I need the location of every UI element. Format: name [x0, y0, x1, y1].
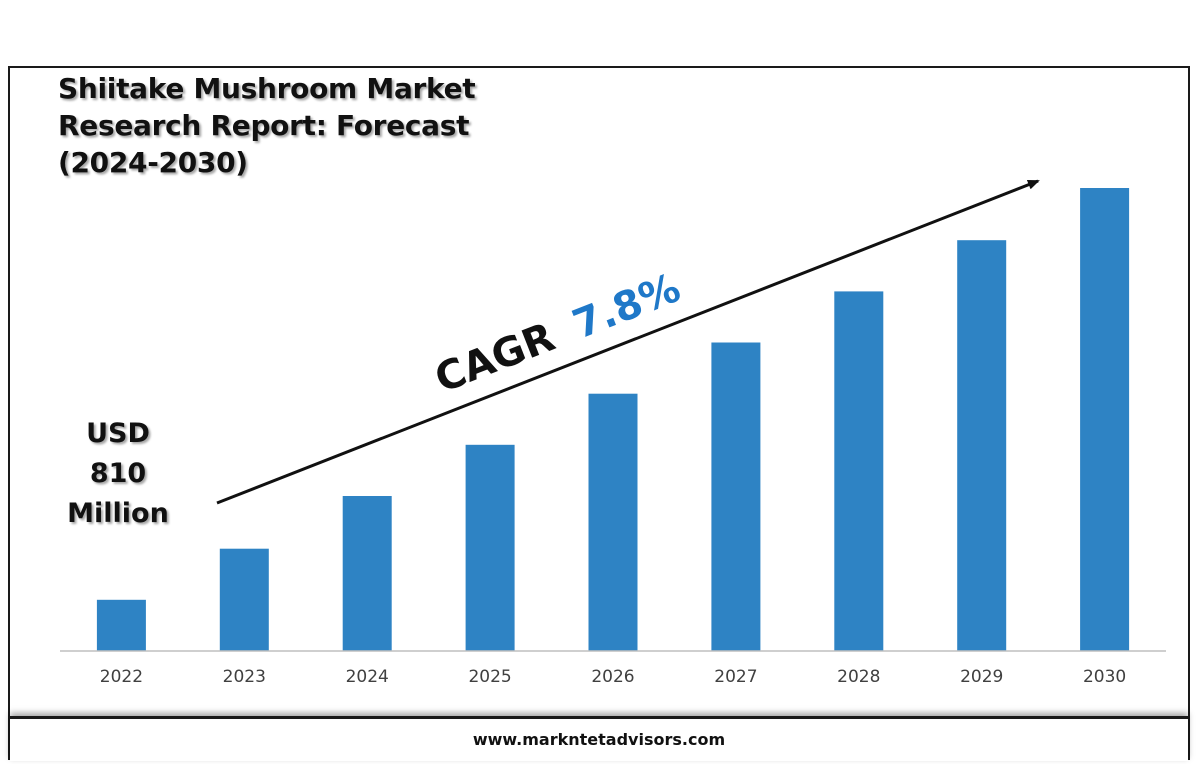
- bar-2026: [588, 393, 638, 651]
- bar-series: [96, 188, 1130, 651]
- cagr-value: 7.8%: [567, 265, 687, 348]
- start-value-label: USD 810 Million: [58, 414, 178, 534]
- bar-2023: [219, 548, 269, 651]
- x-tick-label-2025: 2025: [468, 667, 511, 687]
- start-value-currency: USD: [86, 418, 150, 449]
- bar-2029: [957, 240, 1007, 651]
- bar-2027: [711, 342, 761, 651]
- bar-2030: [1080, 188, 1130, 651]
- cagr-label: CAGR: [429, 314, 561, 402]
- growth-arrow: [216, 179, 1040, 505]
- x-tick-label-2028: 2028: [837, 667, 880, 687]
- title-line-1: Shiitake Mushroom Market: [58, 72, 476, 105]
- bar-2022: [96, 599, 146, 651]
- footer-bar: www.markntetadvisors.com: [10, 716, 1188, 761]
- start-value-unit: Million: [67, 498, 169, 529]
- report-title: Shiitake Mushroom Market Research Report…: [58, 70, 476, 181]
- bar-2024: [342, 496, 392, 651]
- x-tick-labels: 2022 2023 2024 2025 2026 2027 2028 2029 2030: [100, 667, 1126, 687]
- bar-2028: [834, 291, 884, 651]
- top-whitespace: [0, 0, 1200, 66]
- x-tick-label-2030: 2030: [1083, 667, 1126, 687]
- title-line-3: (2024-2030): [58, 146, 248, 179]
- title-line-2: Research Report: Forecast: [58, 109, 470, 142]
- x-tick-label-2023: 2023: [223, 667, 266, 687]
- bar-2025: [465, 444, 515, 651]
- start-value-amount: 810: [89, 458, 147, 489]
- x-tick-label-2024: 2024: [346, 667, 389, 687]
- x-tick-label-2026: 2026: [591, 667, 634, 687]
- footer-url[interactable]: www.markntetadvisors.com: [472, 730, 726, 749]
- x-tick-label-2022: 2022: [100, 667, 143, 687]
- x-tick-label-2029: 2029: [960, 667, 1003, 687]
- x-tick-label-2027: 2027: [714, 667, 757, 687]
